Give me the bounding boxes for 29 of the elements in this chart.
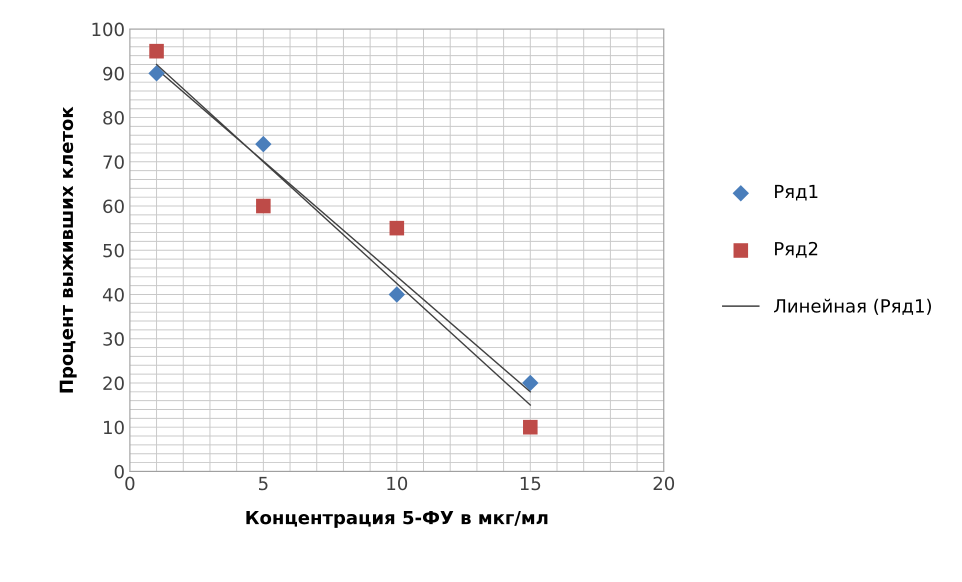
- x-tick-label: 10: [387, 476, 408, 490]
- y-tick-label: 60: [103, 199, 124, 214]
- x-tick-label: 15: [520, 476, 540, 490]
- x-tick-label: 20: [654, 476, 674, 490]
- legend-label: Линейная (Ряд1): [774, 298, 931, 315]
- x-axis-title: Концентрация 5-ФУ в мкг/мл: [246, 510, 548, 528]
- y-tick-label: 40: [102, 288, 124, 302]
- legend-label: Ряд2: [775, 242, 818, 258]
- x-tick-label: 5: [258, 476, 268, 490]
- point: [148, 65, 165, 82]
- y-tick-label: 50: [103, 244, 124, 258]
- point: [388, 286, 406, 303]
- point: [256, 198, 271, 214]
- point: [149, 44, 164, 58]
- point: [390, 220, 404, 236]
- y-tick-label: 20: [103, 376, 124, 390]
- point: [522, 374, 539, 392]
- y-tick-label: 100: [92, 22, 124, 36]
- point: [255, 136, 272, 152]
- point: [523, 420, 538, 434]
- legend-label: Ряд1: [775, 184, 818, 201]
- y-tick-label: 30: [103, 332, 124, 346]
- x-tick-label: 0: [125, 476, 134, 490]
- y-tick-label: 80: [103, 111, 124, 125]
- y-tick-label: 0: [114, 464, 124, 479]
- y-tick-label: 90: [103, 66, 124, 80]
- y-tick-label: 70: [104, 155, 124, 169]
- y-tick-label: 10: [104, 420, 124, 434]
- y-axis-title: Процент выживших клеток: [60, 106, 77, 392]
